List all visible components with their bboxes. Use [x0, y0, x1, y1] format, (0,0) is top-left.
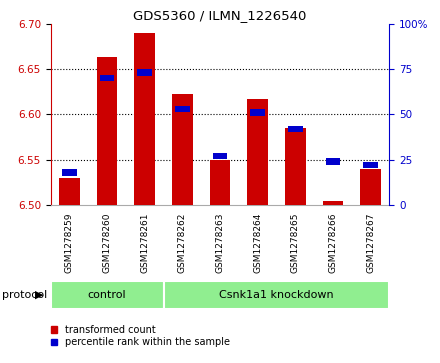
Text: control: control: [88, 290, 126, 300]
Bar: [209, 160, 231, 205]
Text: Csnk1a1 knockdown: Csnk1a1 knockdown: [219, 290, 334, 300]
Bar: [100, 75, 114, 81]
Text: GSM1278267: GSM1278267: [366, 213, 375, 273]
Bar: [137, 69, 152, 76]
Bar: [247, 99, 268, 205]
Bar: [363, 162, 378, 168]
Bar: [172, 94, 193, 205]
Bar: [59, 178, 80, 205]
Bar: [62, 169, 77, 176]
Bar: [164, 281, 389, 309]
Bar: [175, 106, 190, 112]
Text: GSM1278265: GSM1278265: [291, 213, 300, 273]
Text: GSM1278266: GSM1278266: [328, 213, 337, 273]
Bar: [288, 126, 303, 132]
Text: GSM1278264: GSM1278264: [253, 213, 262, 273]
Bar: [250, 109, 265, 116]
Text: GSM1278263: GSM1278263: [216, 213, 224, 273]
Text: protocol: protocol: [2, 290, 48, 300]
Text: GSM1278260: GSM1278260: [103, 213, 112, 273]
Text: GSM1278262: GSM1278262: [178, 213, 187, 273]
Bar: [51, 281, 164, 309]
Bar: [326, 158, 340, 165]
Title: GDS5360 / ILMN_1226540: GDS5360 / ILMN_1226540: [133, 9, 307, 23]
Bar: [285, 128, 306, 205]
Bar: [134, 33, 155, 205]
Bar: [213, 153, 227, 159]
Bar: [323, 201, 343, 205]
Bar: [97, 57, 117, 205]
Text: ▶: ▶: [35, 290, 44, 300]
Bar: [360, 169, 381, 205]
Text: GSM1278259: GSM1278259: [65, 213, 74, 273]
Text: GSM1278261: GSM1278261: [140, 213, 149, 273]
Legend: transformed count, percentile rank within the sample: transformed count, percentile rank withi…: [47, 321, 234, 351]
